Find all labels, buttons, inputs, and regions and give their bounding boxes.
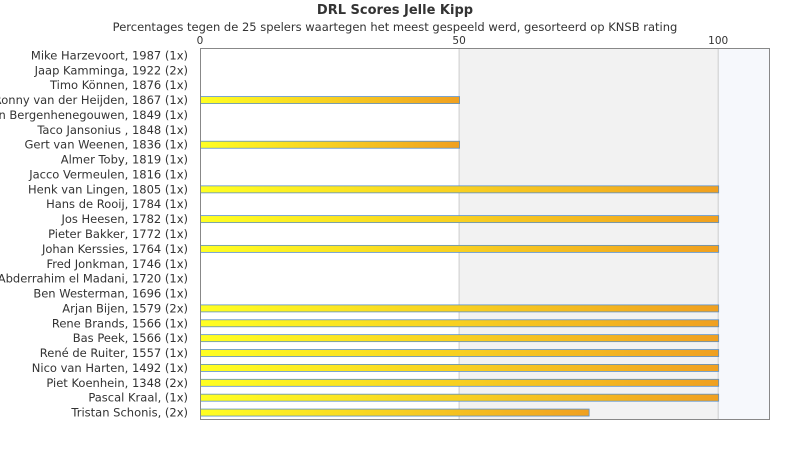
category-label: Piet Koenhein, 1348 (2x) xyxy=(46,376,188,390)
category-label: Rene Brands, 1566 (1x) xyxy=(52,316,188,330)
category-label: Gert van Weenen, 1836 (1x) xyxy=(24,138,188,152)
bar-13 xyxy=(200,244,720,253)
bar-22 xyxy=(200,378,720,387)
category-label: Bas Peek, 1566 (1x) xyxy=(73,331,188,345)
category-label: Almer Toby, 1819 (1x) xyxy=(61,153,188,167)
category-label: Nico van Harten, 1492 (1x) xyxy=(32,361,188,375)
bar-24 xyxy=(200,408,590,417)
category-label: Tristan Schonis, (2x) xyxy=(70,406,188,420)
bar-3 xyxy=(200,96,460,104)
x-tick-label: 50 xyxy=(452,35,465,47)
category-label: Jos Heesen, 1782 (1x) xyxy=(60,212,188,226)
bar-19 xyxy=(200,334,720,343)
bar-9 xyxy=(200,185,720,194)
bar-11 xyxy=(200,215,720,224)
band-50-100 xyxy=(459,48,719,420)
plot-frame xyxy=(200,48,770,420)
category-label: Ben Westerman, 1696 (1x) xyxy=(33,287,188,301)
category-label: van Bergenhenegouwen, 1849 (1x) xyxy=(0,108,188,122)
bar-20 xyxy=(200,349,720,357)
chart-title: DRL Scores Jelle Kipp xyxy=(316,3,474,18)
category-label: Ronny van der Heijden, 1867 (1x) xyxy=(0,93,188,107)
category-label: Arjan Bijen, 1579 (2x) xyxy=(62,301,188,315)
bar-17 xyxy=(200,304,720,313)
bar-18 xyxy=(200,319,720,328)
category-label: Pascal Kraal, (1x) xyxy=(88,391,188,405)
band-100-110 xyxy=(718,48,770,420)
category-label: Jaap Kamminga, 1922 (2x) xyxy=(34,63,188,77)
bar-6 xyxy=(200,140,460,149)
category-label: Pieter Bakker, 1772 (1x) xyxy=(48,227,188,241)
category-label: Henk van Lingen, 1805 (1x) xyxy=(28,182,188,196)
category-label: Johan Kerssies, 1764 (1x) xyxy=(41,242,188,256)
category-label: Jacco Vermeulen, 1816 (1x) xyxy=(28,167,188,181)
category-label: Taco Jansonius , 1848 (1x) xyxy=(36,123,188,137)
x-tick-label: 100 xyxy=(708,35,728,47)
category-label: Hans de Rooij, 1784 (1x) xyxy=(46,197,188,211)
bar-23 xyxy=(200,393,720,402)
bar-21 xyxy=(200,364,720,372)
x-tick-label: 0 xyxy=(197,35,204,47)
category-label: Abderrahim el Madani, 1720 (1x) xyxy=(0,272,188,286)
category-label: Timo Können, 1876 (1x) xyxy=(49,78,188,92)
chart-subtitle: Percentages tegen de 25 spelers waartege… xyxy=(112,20,678,34)
category-label: Fred Jonkman, 1746 (1x) xyxy=(46,257,188,271)
category-label: Mike Harzevoort, 1987 (1x) xyxy=(31,48,188,62)
category-label: René de Ruiter, 1557 (1x) xyxy=(40,346,188,360)
